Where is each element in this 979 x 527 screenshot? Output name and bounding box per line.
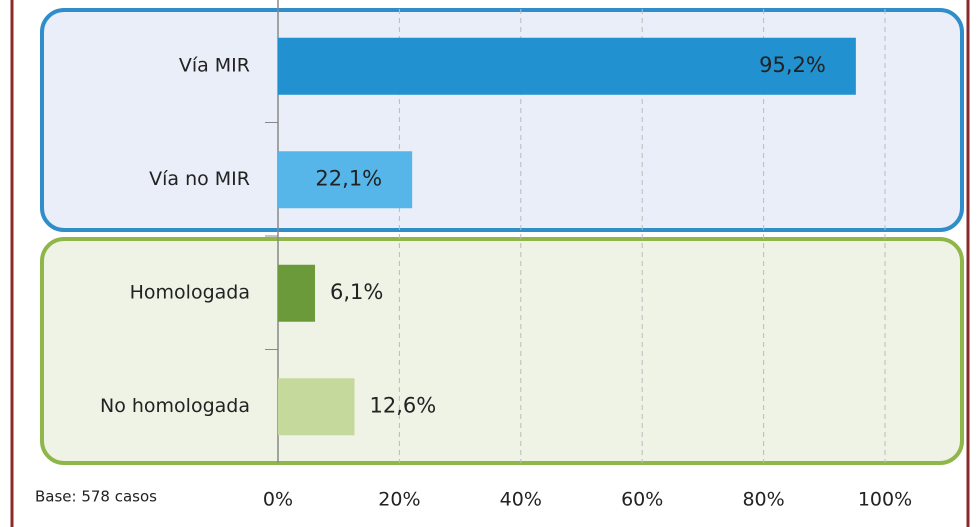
bar — [278, 37, 856, 95]
value-label: 12,6% — [369, 393, 436, 417]
x-tick-label: 100% — [858, 489, 912, 511]
base-note: Base: 578 casos — [35, 488, 157, 506]
x-tick-label: 20% — [378, 489, 420, 511]
x-tick-label: 0% — [263, 489, 293, 511]
x-tick-label: 40% — [500, 489, 542, 511]
group-box-green — [40, 237, 964, 465]
y-tick-label: Vía no MIR — [149, 168, 250, 190]
y-tick-label: Homologada — [130, 281, 250, 303]
value-label: 22,1% — [315, 166, 382, 190]
y-tick-label: No homologada — [100, 395, 250, 417]
x-tick-label: 80% — [742, 489, 784, 511]
bar — [278, 378, 355, 436]
x-tick-label: 60% — [621, 489, 663, 511]
y-tick-label: Vía MIR — [179, 54, 250, 76]
bar — [278, 264, 316, 322]
value-label: 95,2% — [759, 53, 826, 77]
value-label: 6,1% — [330, 280, 383, 304]
bar — [278, 151, 413, 209]
